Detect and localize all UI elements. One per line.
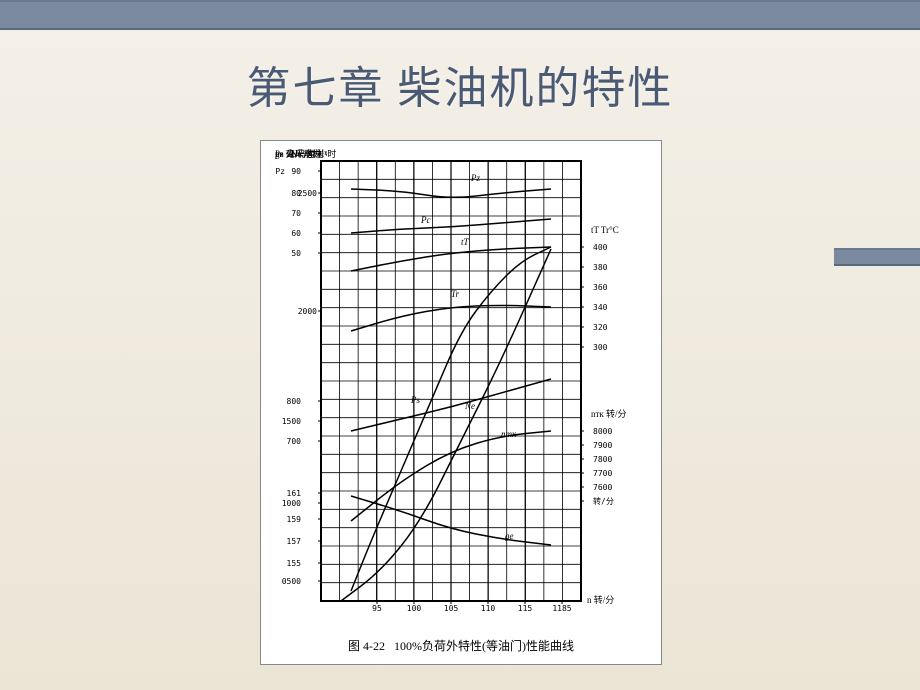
svg-text:Pz: Pz [470, 173, 480, 183]
page-title: 第七章 柴油机的特性 [0, 52, 920, 116]
svg-text:tT Tr°C: tT Tr°C [591, 225, 619, 235]
figure-container: pz 公斤/厘米²9080706050Ne 马力25002000Ps 毫米水柱8… [260, 140, 662, 665]
svg-text:60: 60 [291, 229, 301, 238]
svg-text:115: 115 [518, 604, 533, 613]
svg-text:7700: 7700 [593, 469, 612, 478]
svg-text:105: 105 [444, 604, 459, 613]
svg-text:Ne: Ne [464, 401, 475, 411]
svg-text:Ps: Ps [410, 395, 420, 405]
svg-text:0500: 0500 [282, 577, 301, 586]
svg-text:Pc: Pc [420, 215, 431, 225]
svg-text:nтк: nтк [501, 429, 517, 439]
svg-text:2000: 2000 [298, 307, 317, 316]
svg-text:Pz: Pz [275, 167, 285, 176]
svg-text:159: 159 [287, 515, 302, 524]
svg-text:320: 320 [593, 323, 608, 332]
svg-text:ge 克/马力·小时: ge 克/马力·小时 [275, 148, 336, 159]
svg-text:300: 300 [593, 343, 608, 352]
svg-text:360: 360 [593, 283, 608, 292]
svg-text:7900: 7900 [593, 441, 612, 450]
top-decoration-bar [0, 0, 920, 30]
caption-text: 100%负荷外特性(等油门)性能曲线 [394, 639, 574, 653]
svg-text:1185: 1185 [552, 604, 571, 613]
svg-text:380: 380 [593, 263, 608, 272]
svg-text:700: 700 [287, 437, 302, 446]
svg-text:8000: 8000 [593, 427, 612, 436]
figure-caption: 图 4-22 100%负荷外特性(等油门)性能曲线 [261, 631, 661, 664]
svg-text:95: 95 [372, 604, 382, 613]
side-decoration-bar [834, 248, 920, 266]
svg-text:161: 161 [287, 489, 302, 498]
svg-text:340: 340 [593, 303, 608, 312]
svg-text:110: 110 [481, 604, 496, 613]
svg-text:100: 100 [407, 604, 422, 613]
svg-text:90: 90 [291, 167, 301, 176]
svg-text:nтк 转/分: nтк 转/分 [591, 408, 627, 419]
caption-prefix: 图 4-22 [348, 639, 385, 653]
svg-text:7800: 7800 [593, 455, 612, 464]
svg-text:7600: 7600 [593, 483, 612, 492]
svg-text:n 转/分: n 转/分 [587, 594, 614, 605]
svg-text:800: 800 [287, 397, 302, 406]
svg-text:Tr: Tr [451, 289, 460, 299]
svg-text:157: 157 [287, 537, 302, 546]
svg-text:1000: 1000 [282, 499, 301, 508]
svg-text:50: 50 [291, 249, 301, 258]
svg-text:ge: ge [505, 531, 514, 541]
svg-text:1500: 1500 [282, 417, 301, 426]
svg-text:400: 400 [593, 243, 608, 252]
svg-text:2500: 2500 [298, 189, 317, 198]
performance-chart: pz 公斤/厘米²9080706050Ne 马力25002000Ps 毫米水柱8… [261, 141, 661, 631]
svg-text:155: 155 [287, 559, 302, 568]
svg-text:tT: tT [461, 237, 470, 247]
svg-text:转/分: 转/分 [593, 496, 614, 506]
svg-text:70: 70 [291, 209, 301, 218]
